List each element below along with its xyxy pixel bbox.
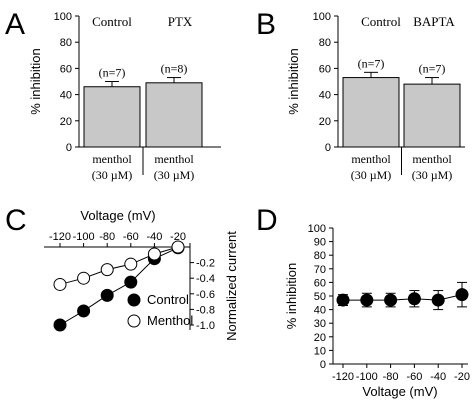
y-tick-label: 100 <box>313 11 331 23</box>
bar <box>403 83 461 148</box>
category-label-line1: menthol <box>92 152 132 166</box>
y-tick-label: 10 <box>314 345 326 357</box>
y-tick-label: 100 <box>54 11 72 23</box>
legend-label-menthol: Menthol <box>147 313 193 328</box>
data-point-menthol <box>53 277 67 291</box>
y-axis-title: % inhibition <box>286 48 301 115</box>
y-tick-label: 80 <box>314 250 326 262</box>
y-tick-label: 60 <box>314 277 326 289</box>
group-header: PTX <box>168 14 193 29</box>
panel-letter-d: D <box>256 204 278 237</box>
x-axis-title: Voltage (mV) <box>80 208 155 223</box>
bar <box>145 82 203 148</box>
data-point-control <box>77 304 91 318</box>
y-axis-title: % inhibition <box>284 263 299 330</box>
panel-letter-a: A <box>5 8 25 41</box>
x-tick-label: -20 <box>454 371 470 383</box>
data-point-menthol <box>77 271 91 285</box>
n-label: (n=7) <box>419 62 446 76</box>
y-tick-label: 40 <box>314 305 326 317</box>
category-label-line1: menthol <box>412 152 452 166</box>
data-point <box>407 292 421 306</box>
n-label: (n=8) <box>161 62 188 76</box>
y-tick-label: -0.6 <box>196 289 215 301</box>
y-tick-label: -0.2 <box>196 258 215 270</box>
y-axis-title: Normalized current <box>224 231 239 341</box>
data-point-menthol <box>100 263 114 277</box>
y-tick-label: 0 <box>325 142 331 154</box>
data-point <box>384 293 398 307</box>
x-tick-label: -100 <box>356 371 378 383</box>
data-point-control <box>124 275 138 289</box>
n-label: (n=7) <box>99 66 126 80</box>
category-label-line2: (30 µM) <box>154 168 195 182</box>
category-label-line2: (30 µM) <box>92 168 133 182</box>
y-axis-title: % inhibition <box>28 48 43 115</box>
x-tick-label: -60 <box>406 371 422 383</box>
x-tick-label: -100 <box>73 231 95 243</box>
x-tick-label: -80 <box>99 231 115 243</box>
bar <box>342 77 400 148</box>
y-tick-label: 40 <box>319 90 331 102</box>
y-tick-label: 20 <box>314 332 326 344</box>
data-point-menthol <box>171 240 185 254</box>
legend-marker-control <box>127 293 141 307</box>
y-tick-label: 60 <box>319 63 331 75</box>
category-label-line2: (30 µM) <box>412 168 453 182</box>
data-point-menthol <box>147 247 161 261</box>
bar <box>83 86 141 148</box>
panel-a: 0 20 40 60 80 100 % inhibition (n=7) Control ment… <box>28 11 221 182</box>
panel-b: 0 20 40 60 80 100 % inhibition (n=7) Control ment… <box>286 11 465 182</box>
group-header: Control <box>361 14 401 29</box>
y-tick-label: 20 <box>319 116 331 128</box>
legend-label-control: Control <box>147 292 189 307</box>
x-tick-label: -120 <box>49 231 71 243</box>
x-tick-label: -20 <box>170 231 186 243</box>
data-point <box>431 293 445 307</box>
panel-letter-c: C <box>5 204 27 237</box>
data-point <box>336 293 350 307</box>
panel-c: -120 -100 -80 -60 -40 -20 -0.2 -0.4 -0.6 -0.8 -1.0… <box>44 208 239 341</box>
data-point <box>455 288 469 302</box>
x-tick-label: -60 <box>123 231 139 243</box>
y-tick-label: 80 <box>319 37 331 49</box>
n-label: (n=7) <box>358 56 385 70</box>
group-header: Control <box>92 14 132 29</box>
y-tick-label: 20 <box>60 116 72 128</box>
y-tick-label: 40 <box>60 90 72 102</box>
category-label-line2: (30 µM) <box>351 168 392 182</box>
category-label-line1: menthol <box>351 152 391 166</box>
panel-letter-b: B <box>256 8 276 41</box>
data-point <box>360 293 374 307</box>
x-tick-label: -80 <box>383 371 399 383</box>
y-tick-label: 80 <box>60 37 72 49</box>
x-tick-label: -40 <box>146 231 162 243</box>
x-tick-label: -120 <box>332 371 354 383</box>
y-tick-label: 100 <box>308 223 326 235</box>
y-tick-label: 30 <box>314 318 326 330</box>
category-label-line1: menthol <box>154 152 194 166</box>
y-tick-label: 0 <box>66 142 72 154</box>
x-tick-label: -40 <box>430 371 446 383</box>
group-header: BAPTA <box>413 14 455 29</box>
y-tick-label: -0.8 <box>196 304 215 316</box>
y-tick-label: 0 <box>320 359 326 371</box>
data-point-control <box>100 288 114 302</box>
y-tick-label: -1.0 <box>196 320 215 332</box>
legend-marker-menthol <box>127 314 141 328</box>
x-axis-title: Voltage (mV) <box>362 384 437 399</box>
y-tick-label: -0.4 <box>196 273 215 285</box>
data-point-control <box>53 318 67 332</box>
data-point-menthol <box>124 257 138 271</box>
y-tick-label: 50 <box>314 291 326 303</box>
y-tick-label: 60 <box>60 63 72 75</box>
y-tick-label: 70 <box>314 264 326 276</box>
y-tick-label: 90 <box>314 237 326 249</box>
